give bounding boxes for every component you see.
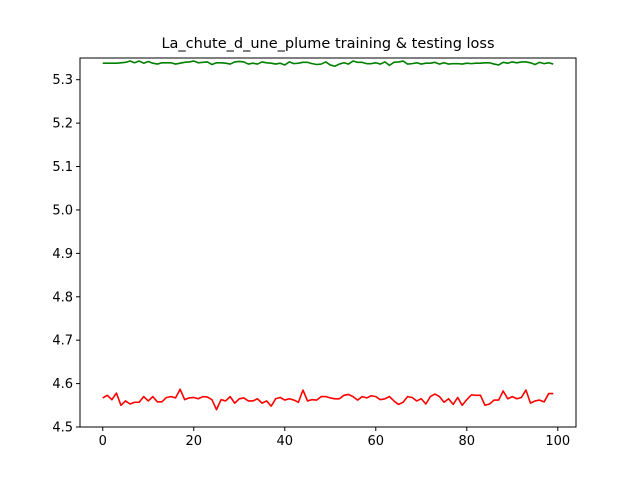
y-tick-label: 4.7 [52, 334, 73, 349]
x-tick-label: 40 [276, 434, 293, 449]
y-tick-label: 4.9 [52, 247, 73, 262]
y-tick-label: 5.1 [52, 160, 73, 175]
series-line-0 [102, 60, 554, 68]
y-tick-label: 4.5 [52, 421, 73, 436]
x-tick-label: 80 [459, 434, 476, 449]
plot-area [80, 58, 576, 427]
y-tick-label: 5.2 [52, 117, 73, 132]
y-axis-ticks: 4.5 4.6 4.7 4.8 4.9 5.0 5.1 5.2 5.3 [52, 73, 80, 436]
y-tick-label: 4.8 [52, 290, 73, 305]
y-tick-label: 4.6 [52, 377, 73, 392]
series-layer [102, 60, 554, 411]
chart-title: La_chute_d_une_plume training & testing … [161, 36, 494, 52]
x-tick-label: 60 [368, 434, 385, 449]
y-tick-label: 5.0 [52, 203, 73, 218]
x-axis-ticks: 0 20 40 60 80 100 [99, 427, 570, 449]
series-line-1 [102, 388, 554, 411]
x-tick-label: 0 [99, 434, 107, 449]
x-tick-label: 20 [185, 434, 202, 449]
x-tick-label: 100 [545, 434, 570, 449]
plot-frame [79, 57, 577, 428]
y-tick-label: 5.3 [52, 73, 73, 88]
